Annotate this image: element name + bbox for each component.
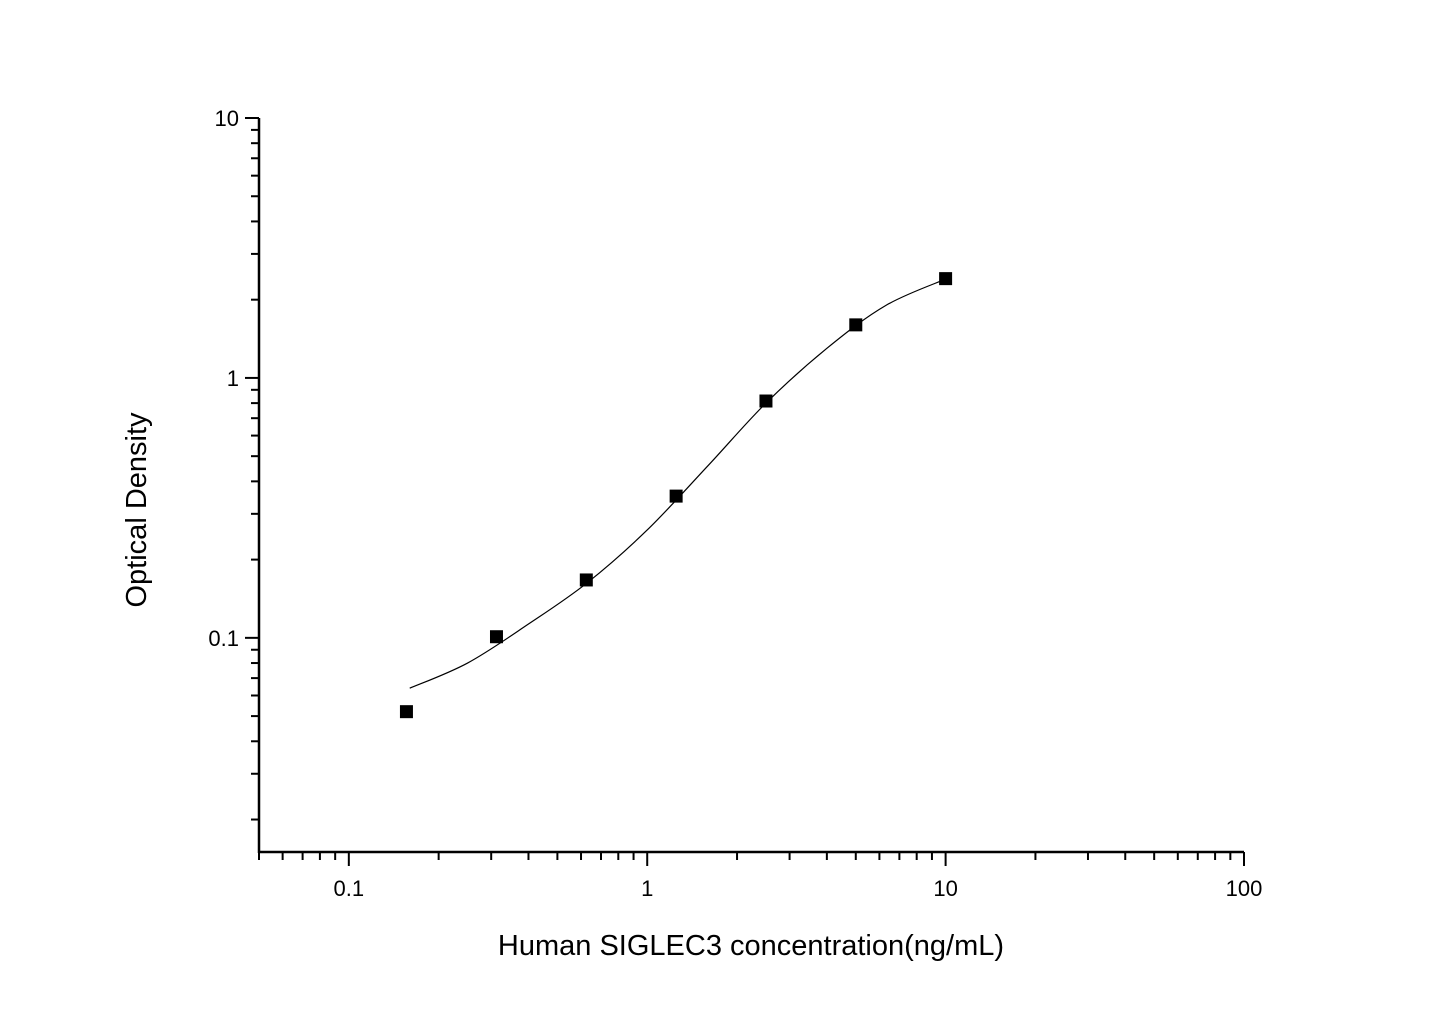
data-points	[399, 272, 953, 719]
data-point	[849, 318, 863, 332]
x-tick-label: 1	[641, 876, 653, 901]
axes: 0.1 1 10 100 0.1 1 10	[208, 106, 1262, 901]
data-point	[759, 394, 773, 408]
x-axis-label: Human SIGLEC3 concentration(ng/mL)	[498, 930, 1004, 962]
fit-curve	[409, 278, 946, 689]
x-tick-label: 100	[1226, 876, 1263, 901]
y-tick-label: 10	[215, 106, 239, 131]
data-point	[399, 705, 413, 719]
fit-curve-group	[409, 278, 946, 689]
y-tick-label: 1	[227, 366, 239, 391]
x-tick-label: 0.1	[334, 876, 365, 901]
y-tick-label: 0.1	[208, 626, 239, 651]
data-point	[579, 573, 593, 587]
x-tick-label: 10	[933, 876, 957, 901]
y-axis-label: Optical Density	[121, 412, 153, 608]
data-point	[489, 630, 503, 644]
data-point	[669, 489, 683, 503]
data-point	[939, 272, 953, 286]
